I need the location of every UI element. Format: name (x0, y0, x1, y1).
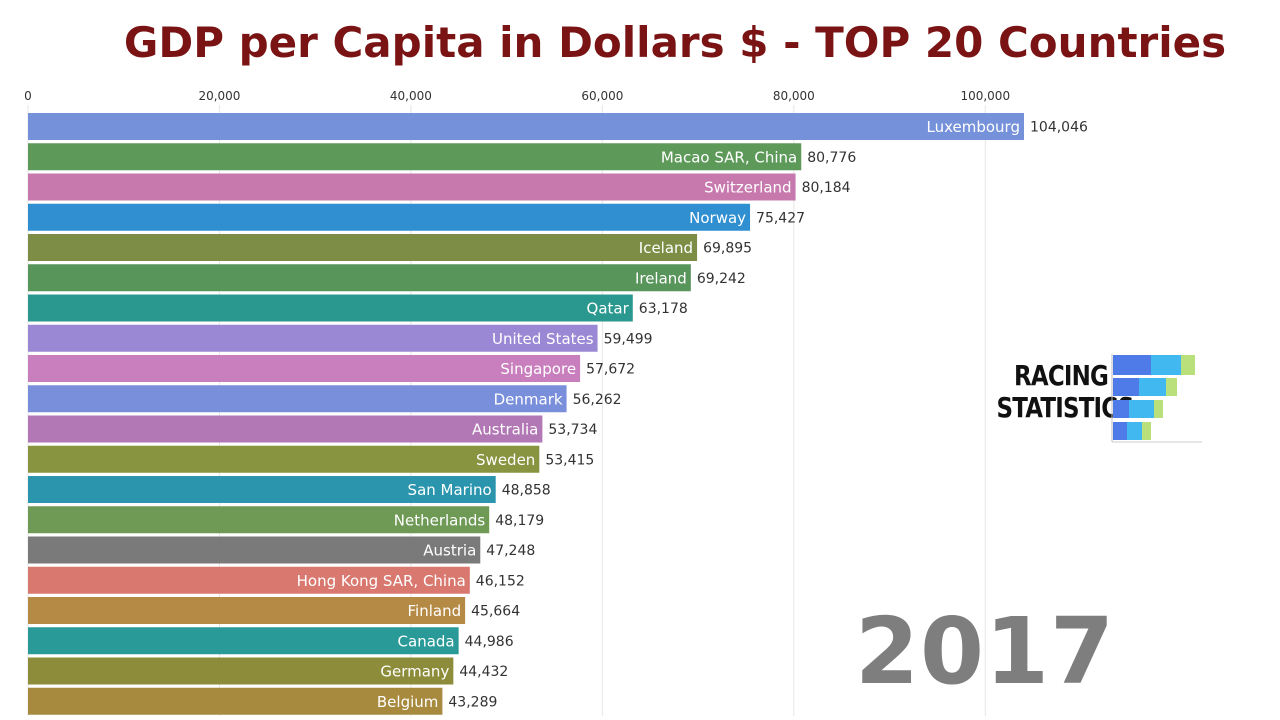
racing-statistics-logo: RACING STATISTICS (972, 352, 1208, 448)
bar-value-label: 80,184 (802, 180, 851, 196)
bar-category-label: Qatar (587, 300, 630, 318)
bar-value-label: 53,415 (545, 452, 594, 468)
bar (28, 355, 581, 382)
bar-group: Germany 44,432 (28, 657, 508, 685)
bar-group: Finland 45,664 (28, 597, 520, 624)
bar-category-label: Switzerland (704, 179, 792, 197)
bar (28, 264, 691, 292)
bar-value-label: 69,895 (703, 241, 752, 257)
bar-category-label: Austria (423, 542, 476, 560)
bar-category-label: Hong Kong SAR, China (297, 572, 466, 590)
bar (28, 476, 496, 503)
bar-value-label: 45,664 (471, 604, 520, 620)
bar-category-label: Sweden (476, 451, 535, 469)
bar-category-label: Canada (398, 632, 455, 650)
bar-category-label: Australia (472, 421, 538, 439)
bar-group: Sweden 53,415 (28, 445, 594, 473)
bar (28, 506, 490, 534)
bar-category-label: Singapore (500, 360, 576, 378)
bar-value-label: 69,242 (697, 271, 746, 287)
bar-category-label: San Marino (408, 481, 492, 499)
bar-group: Austria 47,248 (28, 536, 535, 564)
bar-category-label: Belgium (377, 693, 439, 711)
x-tick-label: 0 (24, 89, 32, 103)
bar-category-label: Ireland (635, 269, 687, 287)
bar-category-label: Norway (689, 209, 746, 227)
bar (28, 173, 796, 201)
x-tick-label: 40,000 (390, 89, 432, 103)
bar-group: Switzerland 80,184 (28, 173, 851, 201)
bar-value-label: 46,152 (476, 573, 525, 589)
bar-group: Luxembourg 104,046 (28, 113, 1088, 140)
x-tick-label: 20,000 (198, 89, 240, 103)
bar-value-label: 47,248 (486, 543, 535, 559)
bar-value-label: 63,178 (639, 301, 688, 317)
bar-category-label: Macao SAR, China (661, 148, 797, 166)
bar-group: Belgium 43,289 (28, 687, 497, 715)
bar-group: Iceland 69,895 (28, 234, 752, 261)
bar-group: San Marino 48,858 (28, 476, 551, 503)
bar-group: Singapore 57,672 (28, 355, 635, 382)
bar-category-label: Netherlands (394, 511, 486, 529)
bar (28, 627, 459, 655)
bar (28, 113, 1024, 140)
bar-value-label: 48,858 (502, 483, 551, 499)
bar-value-label: 104,046 (1030, 120, 1088, 136)
bar-value-label: 59,499 (604, 331, 653, 347)
bar (28, 597, 466, 624)
bar-value-label: 43,289 (448, 694, 497, 710)
logo-bar-graphic-icon (1111, 354, 1202, 443)
bar (28, 657, 454, 685)
bar (28, 143, 802, 171)
bar (28, 203, 751, 231)
bar-group: Denmark 56,262 (28, 385, 622, 413)
bar-group: Netherlands 48,179 (28, 506, 544, 534)
bar-category-label: United States (492, 330, 594, 348)
year-label: 2017 (854, 598, 1115, 705)
bar-value-label: 44,986 (465, 634, 514, 650)
bar-category-label: Germany (380, 663, 449, 681)
bar-value-label: 57,672 (586, 362, 635, 378)
bar-value-label: 48,179 (495, 513, 544, 529)
bar-value-label: 56,262 (573, 392, 622, 408)
bar-value-label: 53,734 (548, 422, 597, 438)
bar-value-label: 80,776 (807, 150, 856, 166)
x-axis-ticks: 0 20,000 40,000 60,000 80,000 100,000 (24, 89, 1010, 103)
x-tick-label: 60,000 (581, 89, 623, 103)
logo-line1: RACING (1014, 359, 1109, 392)
bar-value-label: 44,432 (459, 664, 508, 680)
bar (28, 294, 633, 322)
bar-group: Australia 53,734 (28, 415, 597, 443)
chart-title: GDP per Capita in Dollars $ - TOP 20 Cou… (123, 18, 1227, 67)
x-tick-label: 80,000 (773, 89, 815, 103)
bar (28, 234, 698, 261)
bar-group: Qatar 63,178 (28, 294, 688, 322)
bar-group: Macao SAR, China 80,776 (28, 143, 856, 171)
bar-value-label: 75,427 (756, 210, 805, 226)
bar (28, 385, 567, 413)
bar (28, 687, 443, 715)
bar-category-label: Luxembourg (927, 118, 1021, 136)
x-tick-label: 100,000 (960, 89, 1010, 103)
bars: Luxembourg 104,046 Macao SAR, China 80,776 S… (28, 113, 1088, 715)
bar (28, 324, 598, 352)
bar (28, 566, 470, 594)
bar-group: Ireland 69,242 (28, 264, 746, 292)
bar-group: Hong Kong SAR, China 46,152 (28, 566, 525, 594)
bar (28, 536, 481, 564)
logo-line2: STATISTICS (996, 391, 1134, 424)
bar-group: Norway 75,427 (28, 203, 805, 231)
bar (28, 415, 543, 443)
bar-group: Canada 44,986 (28, 627, 514, 655)
bar-category-label: Iceland (639, 239, 693, 257)
bar (28, 445, 540, 473)
bar-category-label: Finland (408, 602, 462, 620)
bar-category-label: Denmark (494, 390, 563, 408)
bar-group: United States 59,499 (28, 324, 653, 352)
